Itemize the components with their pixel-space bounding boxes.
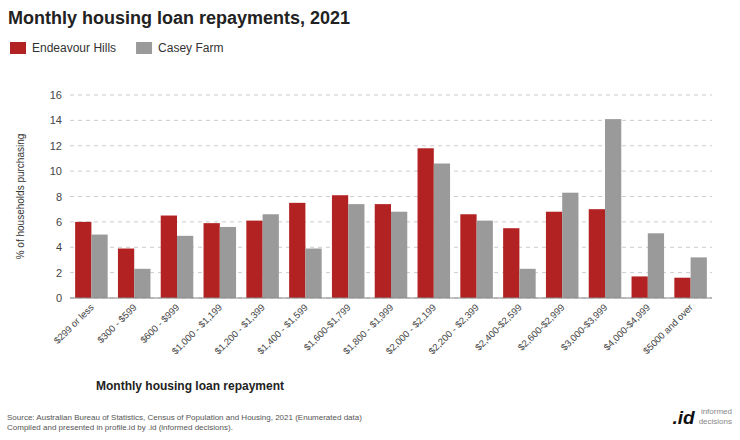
grid-line <box>70 95 712 96</box>
bar <box>332 195 348 298</box>
bar <box>263 214 279 298</box>
x-axis-label: Monthly housing loan repayment <box>96 379 284 393</box>
y-tick-label: 16 <box>50 89 62 101</box>
bar <box>177 236 193 298</box>
bar <box>134 269 150 298</box>
bar <box>220 227 236 298</box>
x-axis-line <box>70 298 712 299</box>
x-tick-label: $2,200 - $2,399 <box>426 302 481 357</box>
bar <box>546 212 562 298</box>
legend-label: Casey Farm <box>158 41 223 55</box>
y-tick-label: 6 <box>56 216 62 228</box>
y-tick-label: 2 <box>56 267 62 279</box>
x-tick-label: $300 - $599 <box>95 302 139 346</box>
x-tick-label: $600 - $999 <box>138 302 182 346</box>
bar <box>648 233 664 298</box>
source-text: Source: Australian Bureau of Statistics,… <box>7 413 362 432</box>
bar <box>305 249 321 298</box>
legend-swatch <box>10 42 26 54</box>
y-tick-label: 12 <box>50 140 62 152</box>
x-tick-label: $1,400 - $1,599 <box>255 302 310 357</box>
bar <box>674 278 690 298</box>
logo-tagline: informeddecisions <box>699 407 732 426</box>
y-axis-label: % of households purchasing <box>15 134 26 260</box>
y-tick-label: 4 <box>56 241 62 253</box>
logo: .id <box>672 407 695 428</box>
x-tick-label: $299 or less <box>51 301 96 346</box>
grid-line <box>70 298 712 299</box>
bar <box>118 249 134 298</box>
bar <box>691 257 707 298</box>
bar <box>503 228 519 298</box>
y-tick-label: 10 <box>50 165 62 177</box>
legend-label: Endeavour Hills <box>32 41 116 55</box>
bar <box>246 221 262 298</box>
bar <box>589 209 605 298</box>
bar <box>519 269 535 298</box>
y-tick-label: 8 <box>56 191 62 203</box>
chart: Monthly housing loan repayments, 2021 End… <box>0 0 740 440</box>
bar <box>391 212 407 298</box>
legend-swatch <box>136 42 152 54</box>
bars <box>75 119 707 298</box>
bar <box>289 203 305 298</box>
bar <box>348 204 364 298</box>
bar <box>204 223 220 298</box>
bar <box>375 204 391 298</box>
bar <box>75 222 91 298</box>
bar <box>562 193 578 298</box>
title: Monthly housing loan repayments, 2021 <box>8 8 350 28</box>
bar <box>91 235 107 298</box>
y-tick-label: 14 <box>50 114 62 126</box>
bar <box>161 216 177 298</box>
legend: Endeavour Hills Casey Farm <box>10 41 223 55</box>
bar <box>460 214 476 298</box>
bar <box>434 164 450 298</box>
y-tick-label: 0 <box>56 292 62 304</box>
bar <box>477 221 493 298</box>
bar <box>605 119 621 298</box>
x-tick-label: $5000 and over <box>641 302 695 356</box>
bar <box>418 148 434 298</box>
bar <box>632 276 648 298</box>
